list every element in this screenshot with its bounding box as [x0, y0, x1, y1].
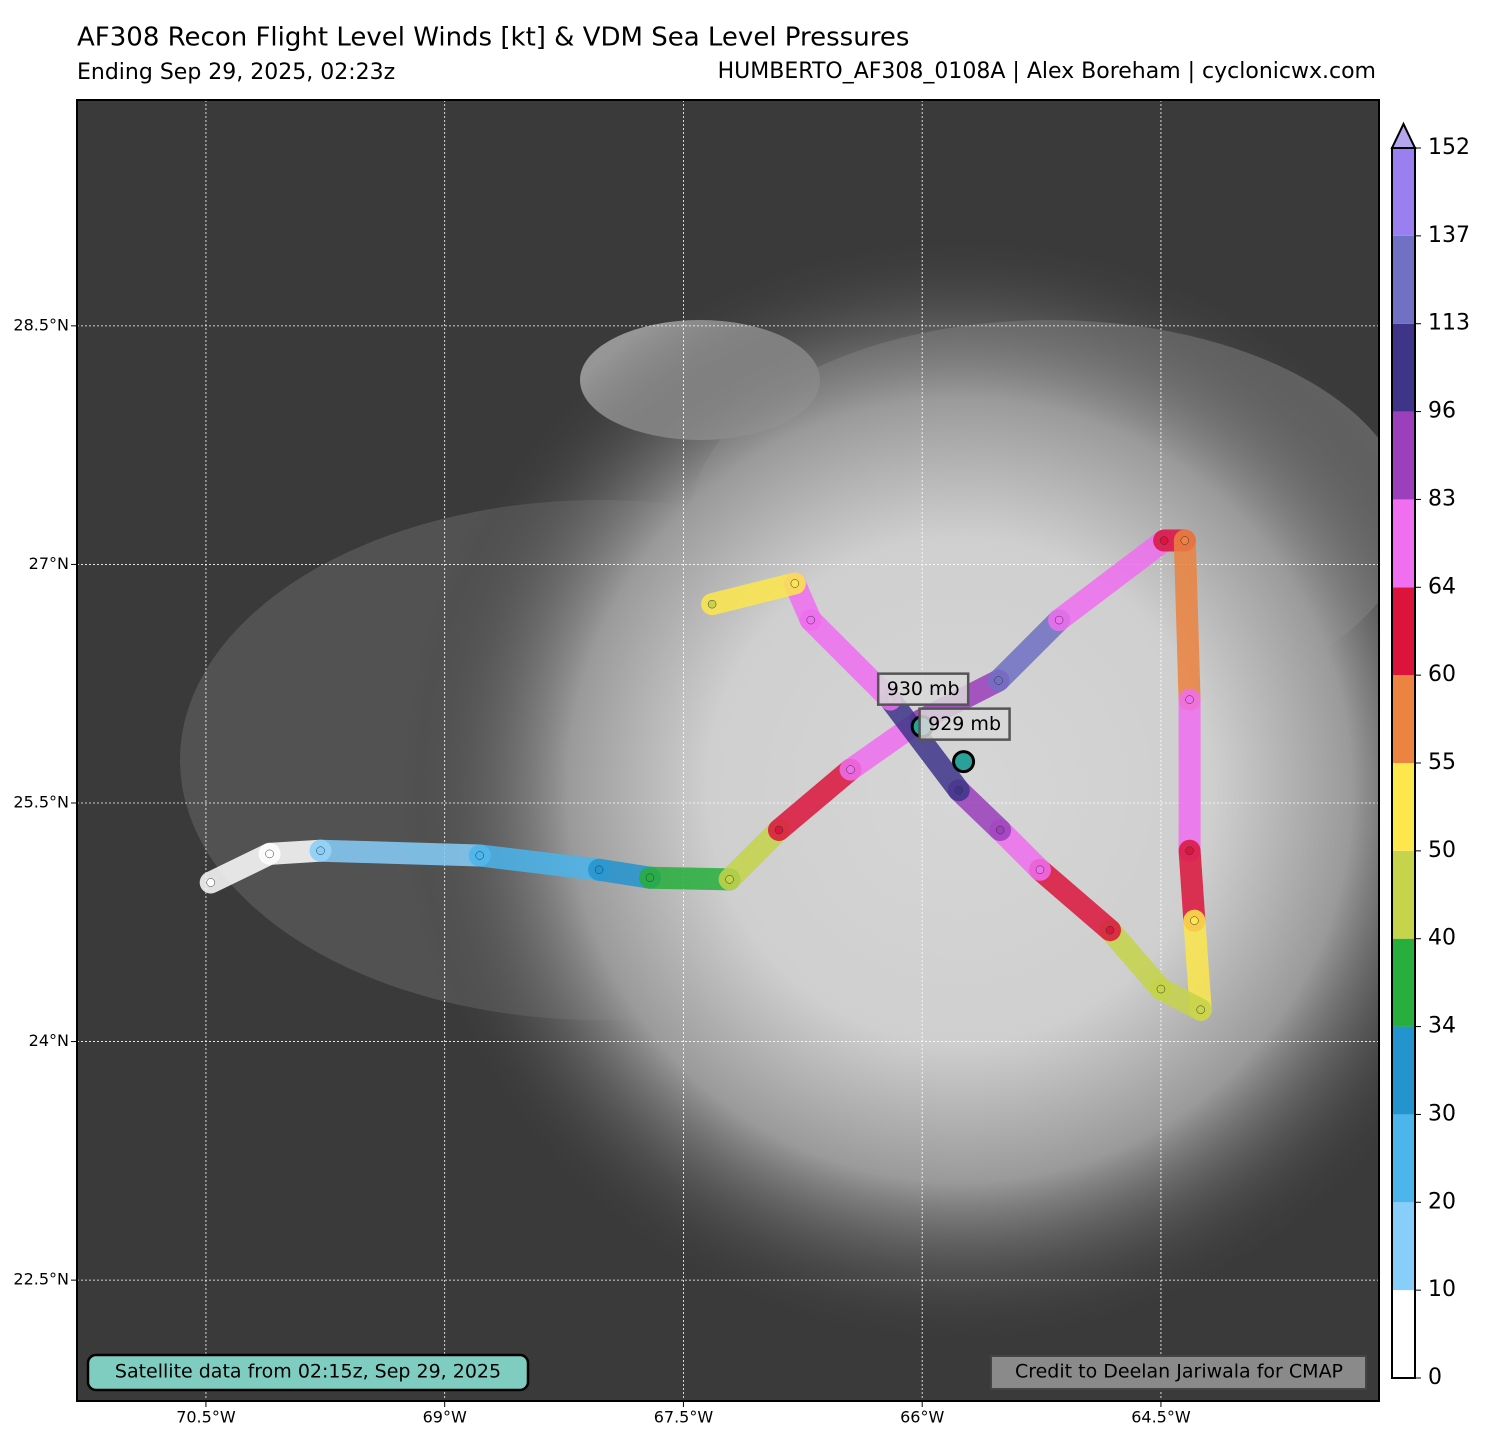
wind-obs — [1185, 846, 1194, 855]
colorbar-segment — [1392, 938, 1415, 1027]
colorbar: 0 10 20 30 34 40 50 55 60 64 83 96 113 137 152 — [1390, 121, 1470, 1390]
colorbar-label: 137 — [1428, 223, 1470, 248]
colorbar-label: 40 — [1428, 926, 1456, 951]
wind-obs — [206, 878, 215, 887]
track-segment — [701, 572, 806, 616]
wind-obs — [1105, 925, 1115, 935]
colorbar-label: 20 — [1428, 1189, 1456, 1214]
colorbar-segment — [1392, 1026, 1415, 1115]
wind-obs — [1190, 916, 1199, 925]
track-segment — [1173, 529, 1201, 711]
subtitle-left: Ending Sep 29, 2025, 02:23z — [77, 60, 395, 85]
wind-obs — [316, 846, 325, 855]
colorbar-segment — [1392, 763, 1415, 851]
wind-obs — [1180, 536, 1190, 545]
wind-obs — [995, 825, 1005, 835]
wind-obs — [645, 873, 655, 882]
track-segment — [1048, 529, 1176, 632]
title: AF308 Recon Flight Level Winds [kt] & VD… — [77, 23, 909, 53]
wind-obs — [806, 615, 816, 625]
grid: 70.5°W 69°W 67.5°W 66°W 64.5°W 22.5°N 24°N 25.5… — [13, 100, 1379, 1427]
colorbar-segment — [1392, 675, 1415, 763]
track-segment — [718, 819, 790, 891]
wind-obs — [594, 865, 604, 875]
colorbar-extension — [1390, 121, 1417, 149]
colorbar-segment — [1392, 850, 1415, 939]
wind-obs — [1196, 1005, 1205, 1014]
colorbar-segment — [1392, 499, 1415, 588]
credit-note: Credit to Deelan Jariwala for CMAP — [1015, 1361, 1343, 1383]
track-segment — [987, 609, 1071, 692]
wind-obs — [790, 579, 800, 588]
wind-obs — [725, 875, 734, 884]
vdm-label-box — [918, 707, 1011, 741]
y-tick-label: 27°N — [29, 554, 69, 573]
x-tick-label: 67.5°W — [654, 1408, 714, 1427]
track-segment — [309, 839, 491, 867]
track-segment — [1183, 909, 1212, 1021]
colorbar-label: 83 — [1428, 486, 1456, 511]
vdm-label-box — [876, 672, 970, 706]
y-tick-label: 22.5°N — [13, 1270, 69, 1289]
colorbar-segment — [1392, 323, 1415, 412]
wind-obs — [1035, 865, 1045, 875]
wind-obs — [954, 786, 964, 795]
credit-box — [990, 1355, 1367, 1390]
colorbar-label: 34 — [1428, 1014, 1456, 1039]
colorbar-segment — [1392, 1290, 1415, 1378]
wind-obs — [707, 599, 717, 609]
track-segment — [1178, 839, 1206, 932]
vdm-label: 929 mb — [928, 713, 1001, 735]
vdm-points: 930 mb 929 mb — [876, 672, 1011, 774]
colorbar-segment — [1392, 411, 1415, 500]
x-tick-label: 64.5°W — [1131, 1408, 1191, 1427]
wind-obs — [475, 851, 484, 860]
map-frame — [76, 99, 1380, 1402]
wind-obs — [1156, 984, 1166, 994]
track-segment — [1028, 858, 1122, 942]
track-segment — [767, 758, 862, 842]
colorbar-label: 152 — [1428, 135, 1470, 160]
wind-obs — [265, 849, 274, 859]
subtitle-right: HUMBERTO_AF308_0108A | Alex Boreham | cy… — [718, 59, 1376, 84]
wind-obs — [1159, 536, 1169, 545]
wind-obs — [994, 676, 1003, 685]
track-segment — [468, 844, 611, 881]
colorbar-segment — [1392, 1114, 1415, 1203]
y-tick-label: 24°N — [29, 1031, 69, 1050]
x-tick-label: 69°W — [423, 1408, 467, 1427]
colorbar-segment — [1392, 235, 1415, 324]
x-tick-label: 66°W — [900, 1408, 944, 1427]
colorbar-label: 60 — [1428, 662, 1456, 687]
wind-obs — [774, 825, 784, 835]
satellite-note-box — [86, 1353, 530, 1392]
y-tick-label: 28.5°N — [13, 315, 69, 334]
satellite-image — [77, 100, 1379, 1401]
colorbar-label: 50 — [1428, 838, 1456, 863]
satellite-note: Satellite data from 02:15z, Sep 29, 2025 — [115, 1361, 501, 1383]
wind-obs — [1054, 615, 1064, 625]
colorbar-label: 113 — [1428, 311, 1470, 336]
colorbar-segment — [1392, 587, 1415, 676]
track-segment — [879, 688, 970, 802]
y-tick-label: 25.5°N — [13, 792, 69, 811]
wind-obs — [1185, 695, 1194, 704]
track-segment — [639, 866, 741, 891]
colorbar-label: 30 — [1428, 1101, 1456, 1126]
track-segment — [1099, 919, 1172, 1001]
wind-obs — [846, 765, 855, 774]
colorbar-label: 10 — [1428, 1277, 1456, 1302]
colorbar-label: 64 — [1428, 574, 1456, 599]
colorbar-label: 96 — [1428, 399, 1456, 424]
vdm-point — [952, 750, 976, 774]
vdm-label: 930 mb — [887, 678, 960, 700]
colorbar-label: 55 — [1428, 750, 1456, 775]
colorbar-label: 0 — [1428, 1365, 1442, 1390]
x-tick-label: 70.5°W — [176, 1408, 236, 1427]
colorbar-segment — [1392, 1202, 1415, 1291]
colorbar-segment — [1392, 148, 1415, 236]
